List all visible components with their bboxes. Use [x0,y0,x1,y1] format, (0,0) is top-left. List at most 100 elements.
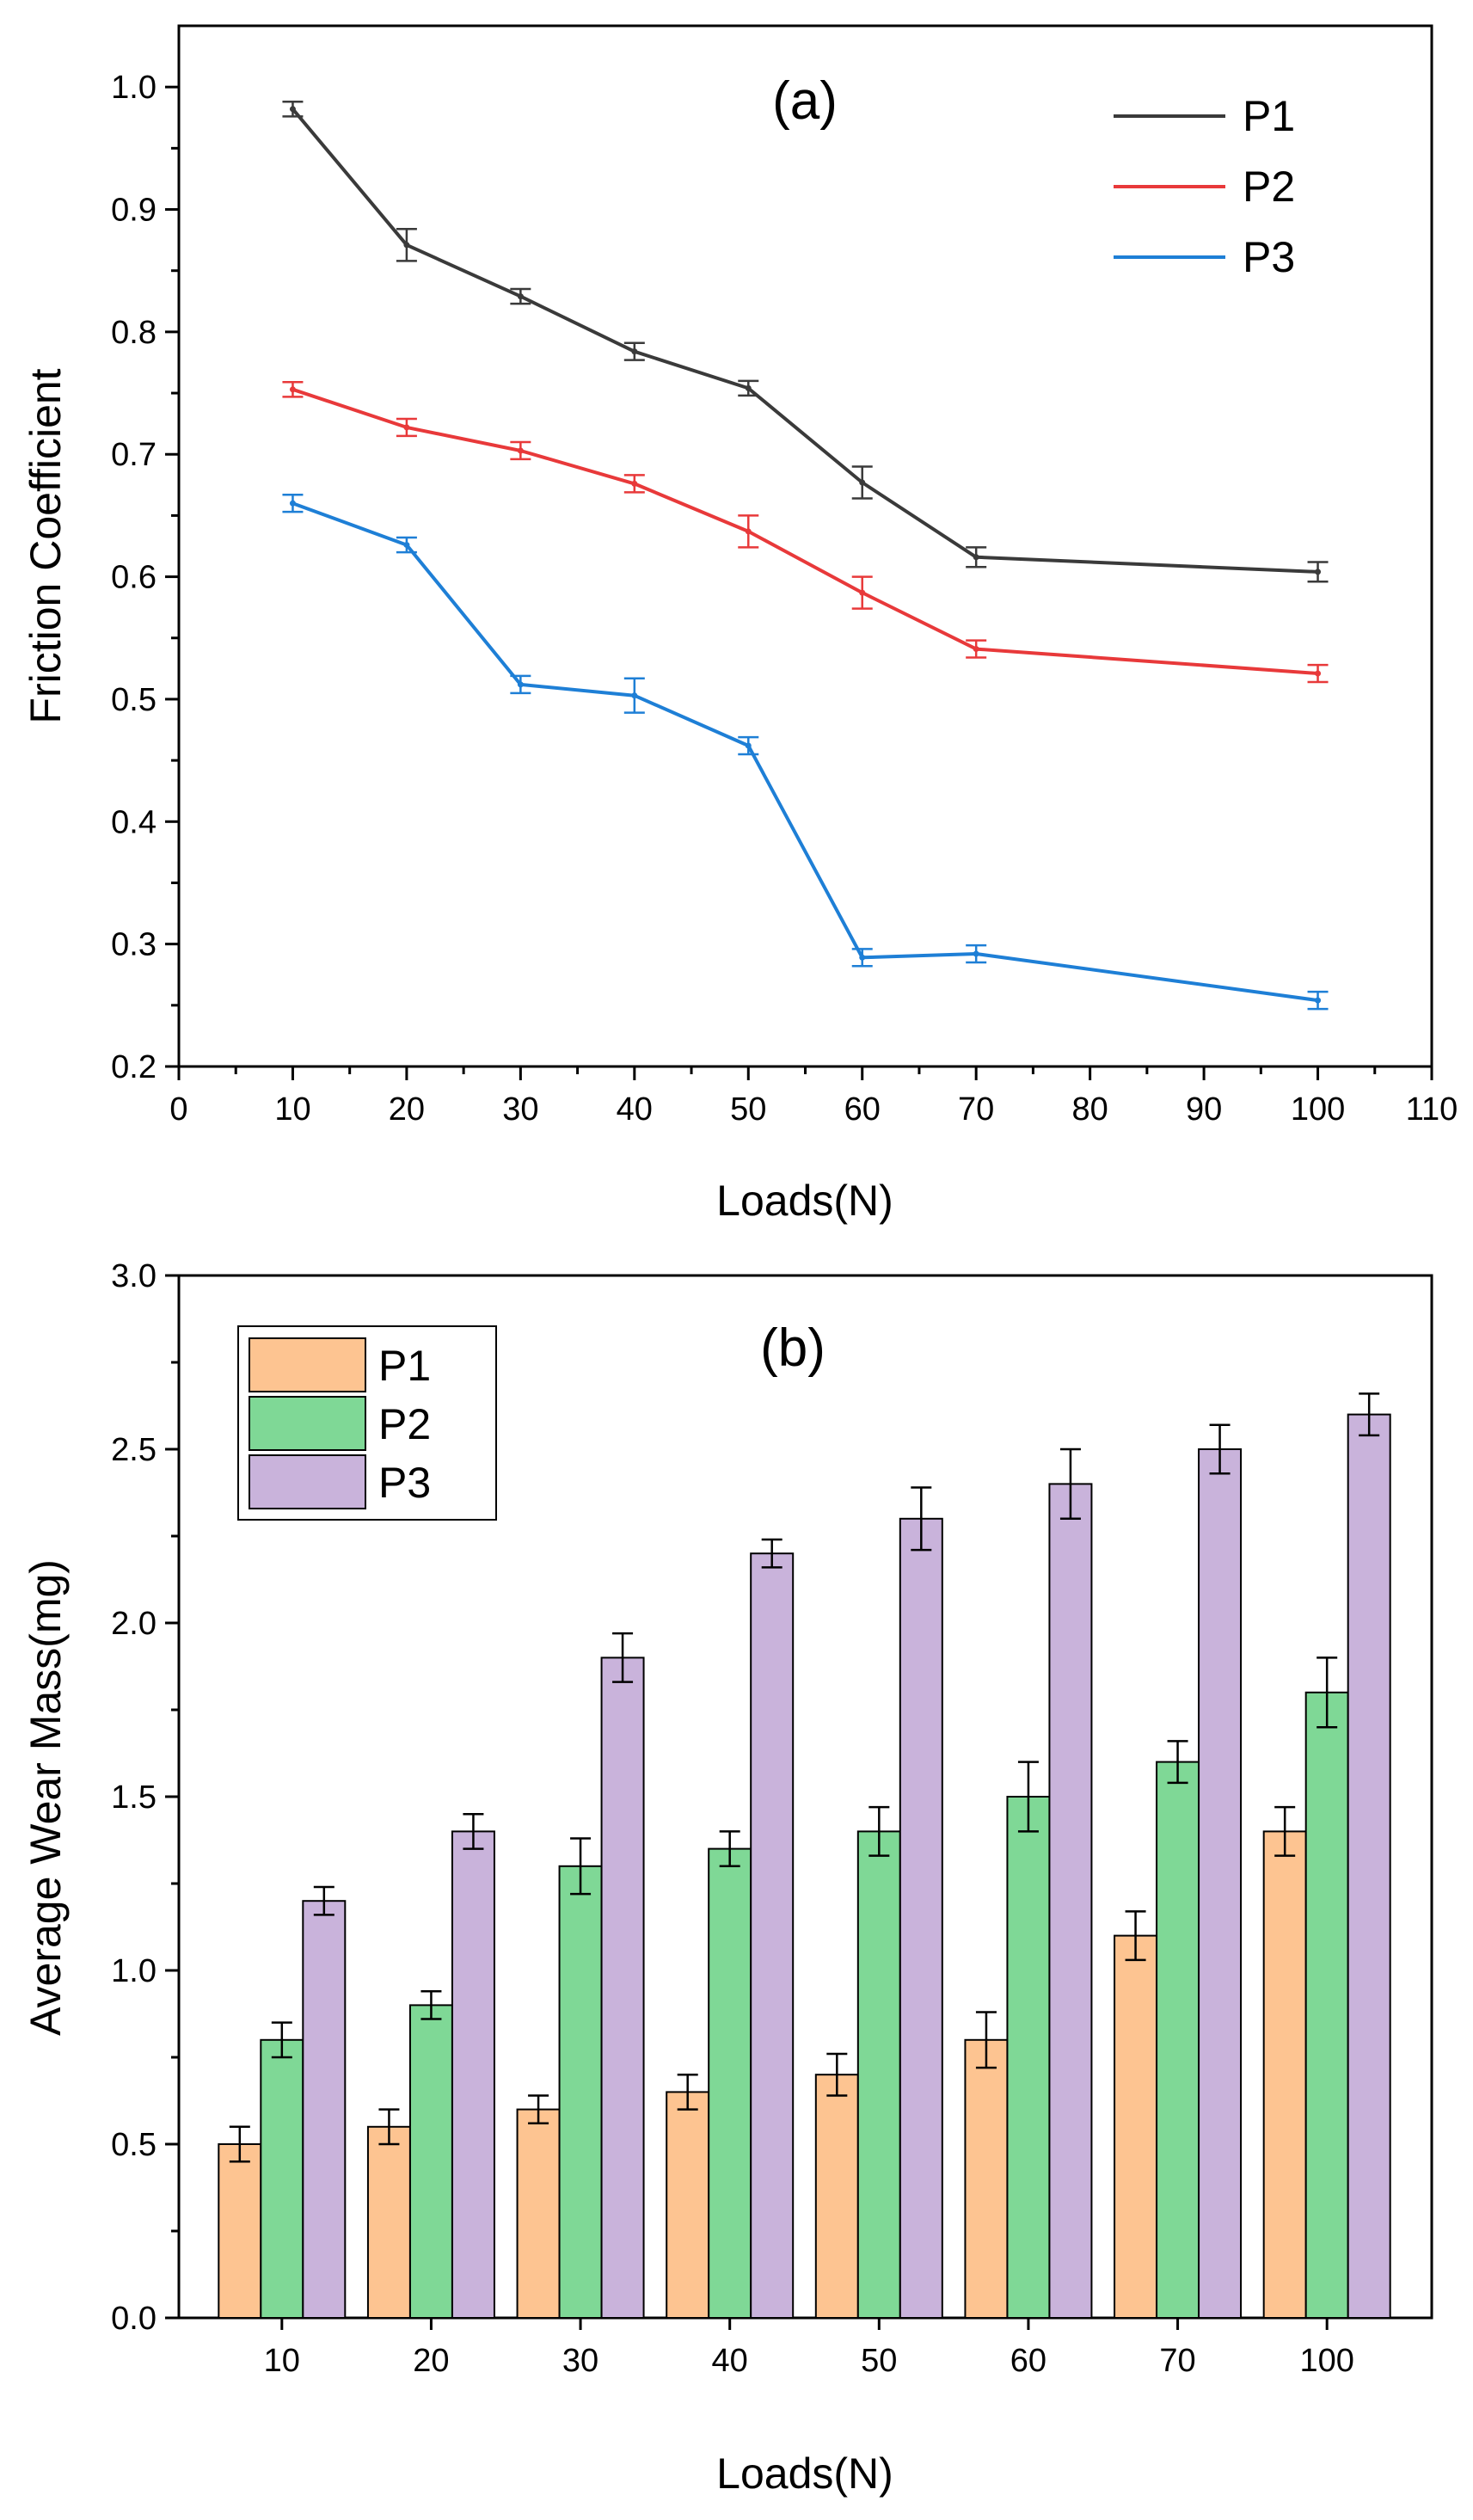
panel-b-bar-p3 [899,1517,943,2320]
panel-b-bar-p1 [964,2038,1009,2320]
panel-b-bar-chart: 0.0 0.5 1.0 1.5 2.0 2.5 3.0 10 20 30 40 50 60 70 100 (… [21,1258,1433,2498]
panel-a-label: (a) [772,71,838,131]
panel-a-data-point [289,500,296,507]
panel-b-x-tick-label: 100 [1299,2343,1353,2379]
panel-b-bar-p2 [1006,1796,1051,2319]
panel-a-y-tick-label: 0.6 [111,560,157,596]
panel-a-data-point [403,542,410,549]
panel-a-x-tick-label: 90 [1186,1091,1222,1128]
panel-b-legend-label-p3: P3 [378,1459,431,1507]
panel-b-bar-p1 [666,2091,710,2319]
panel-a-x-tick-label: 100 [1291,1091,1345,1128]
panel-a-y-tick-label: 0.2 [111,1049,157,1085]
panel-b-bar-p3 [750,1552,795,2319]
panel-a-series-p1 [282,101,1329,583]
panel-b-x-tick-label: 40 [712,2343,748,2379]
panel-b-bar-p2 [1304,1691,1349,2320]
panel-b-bar-p2 [1156,1761,1200,2320]
panel-b-bar-p2 [856,1830,901,2319]
panel-b-y-tick-label: 0.5 [111,2127,157,2163]
panel-b-y-tick-label: 0.0 [111,2301,157,2337]
panel-a-data-point [973,646,979,653]
panel-a-y-axis-title: Friction Coefficient [21,368,70,723]
panel-b-y-tick-label: 1.0 [111,1953,157,1989]
panel-a-data-point [745,384,752,391]
panel-a-data-point [1315,670,1322,677]
panel-b-bar-p3 [1198,1448,1243,2319]
panel-a-line-chart: 0 10 20 30 40 50 60 70 80 90 100 110 0.2 0.3 0.4 0.5 0.6… [21,24,1458,1225]
panel-a-y-tick-label: 0.8 [111,315,157,351]
panel-b-x-tick-label: 50 [861,2343,897,2379]
panel-a-x-tick-label: 110 [1406,1091,1458,1128]
panel-a-data-point [973,950,979,957]
panel-b-bar-p1 [814,2074,859,2319]
panel-b-bar-p3 [1347,1413,1391,2319]
panel-a-y-tick-label: 0.7 [111,437,157,473]
panel-b-bar-p3 [600,1656,645,2319]
panel-b-x-tick-label: 20 [413,2343,449,2379]
panel-a-line-p1 [291,108,1318,574]
panel-a-x-tick-label: 0 [169,1091,187,1128]
panel-b-legend-swatch-p2 [249,1396,366,1451]
panel-a-data-point [859,589,866,596]
panel-b-y-axis-title: Average Wear Mass(mg) [21,1559,70,2036]
panel-a-data-point [1315,569,1322,575]
panel-a-series [282,101,1329,1011]
panel-b-legend-label-p2: P2 [378,1400,431,1448]
panel-b-label: (b) [760,1318,825,1378]
panel-a-legend: P1 P2 P3 [1114,92,1295,281]
panel-a-y-tick-label: 0.3 [111,927,157,963]
panel-b-bar-p3 [1048,1483,1093,2319]
panel-a-x-tick-label: 70 [958,1091,994,1128]
panel-a-data-point [745,742,752,749]
panel-a-data-point [859,954,866,961]
panel-b-bar-p2 [408,2004,453,2319]
panel-a-x-tick-label: 30 [502,1091,538,1128]
panel-a-y-tick-label: 0.5 [111,682,157,718]
panel-b-ticks: 0.0 0.5 1.0 1.5 2.0 2.5 3.0 10 20 30 40 50 60 70 100 [111,1258,1354,2379]
panel-a-y-tick-label: 1.0 [111,70,157,106]
panel-a-data-point [631,348,638,355]
panel-b-y-tick-label: 1.5 [111,1779,157,1816]
panel-b-bars [218,1392,1391,2320]
panel-a-data-point [631,692,638,699]
panel-a-data-point [631,480,638,487]
panel-b-x-tick-label: 70 [1159,2343,1195,2379]
panel-b-y-tick-label: 3.0 [111,1258,157,1294]
panel-b-bar-p1 [1262,1830,1307,2319]
panel-a-series-p3 [282,493,1329,1011]
panel-b-x-tick-label: 10 [264,2343,300,2379]
panel-b-bar-p1 [218,2143,262,2319]
panel-a-series-p2 [282,380,1329,684]
panel-b-x-tick-label: 30 [562,2343,598,2379]
panel-a-y-tick-label: 0.9 [111,193,157,229]
panel-a-data-point [289,106,296,113]
panel-a-data-point [745,528,752,535]
panel-b-bar-p3 [302,1900,347,2319]
panel-b-x-axis-title: Loads(N) [716,2449,893,2498]
panel-a-line-p2 [292,387,1318,675]
panel-b-x-tick-label: 60 [1010,2343,1046,2379]
panel-a-x-tick-label: 20 [389,1091,425,1128]
panel-a-x-tick-label: 50 [730,1091,766,1128]
panel-a-data-point [517,681,524,688]
panel-b-bar-p1 [366,2125,411,2320]
panel-a-line-p3 [292,501,1318,1003]
panel-a-data-point [403,424,410,431]
panel-a-legend-label-p2: P2 [1243,163,1295,211]
panel-a-data-point [973,554,979,561]
panel-b-bar-p1 [1114,1934,1158,2320]
panel-a-data-point [289,386,296,393]
panel-a-data-point [517,447,524,454]
panel-a-x-tick-label: 40 [617,1091,653,1128]
panel-b-bar-p2 [558,1865,603,2320]
panel-b-bar-p2 [260,2038,304,2320]
panel-b-legend: P1 P2 P3 [237,1325,497,1521]
panel-a-data-point [403,242,410,249]
panel-b-legend-swatch-p3 [249,1454,366,1509]
panel-a-data-point [1315,997,1322,1004]
panel-b-legend-swatch-p1 [249,1337,366,1392]
panel-b-y-tick-label: 2.5 [111,1432,157,1468]
panel-b-legend-label-p1: P1 [378,1342,431,1390]
